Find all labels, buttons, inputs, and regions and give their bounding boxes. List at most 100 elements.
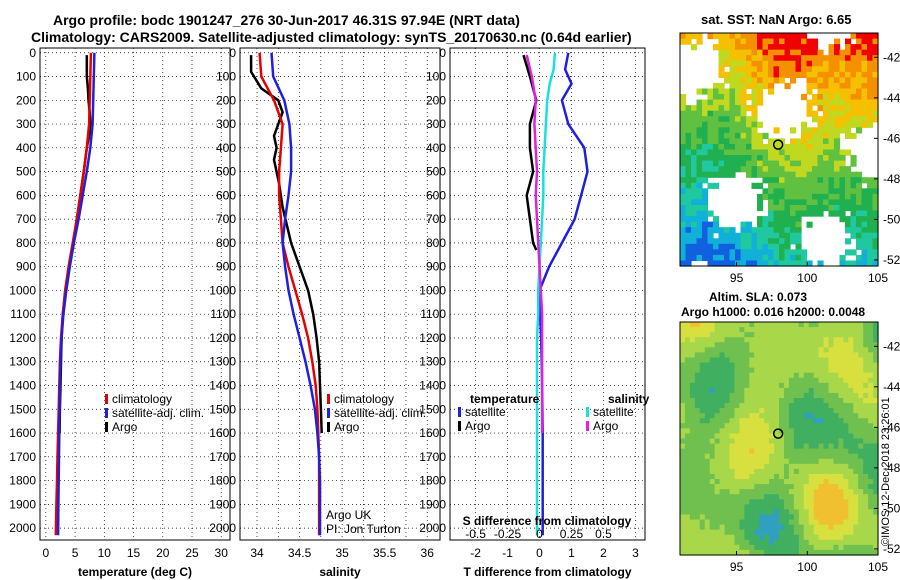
salinity-legend-label: climatology bbox=[334, 392, 394, 406]
difference-xtick: 3 bbox=[632, 546, 639, 560]
difference-ytick: 1800 bbox=[419, 474, 446, 488]
temperature-ytick: 1500 bbox=[9, 402, 36, 416]
sla-map-cells bbox=[680, 322, 879, 556]
difference-xtick2: 0.25 bbox=[560, 527, 584, 541]
salinity-xtick: 35 bbox=[335, 546, 349, 560]
temperature-xtick: 10 bbox=[98, 546, 112, 560]
salinity-ytick: 600 bbox=[216, 188, 236, 202]
sla-map-frame bbox=[679, 321, 879, 556]
salinity-legend-swatch bbox=[327, 422, 330, 432]
temperature-xtick: 0 bbox=[43, 546, 50, 560]
temperature-legend-label: Argo bbox=[112, 420, 138, 434]
sst-map-ytick: -48 bbox=[883, 172, 900, 186]
salinity-xtick: 35.5 bbox=[373, 546, 397, 560]
title-line-2: Climatology: CARS2009. Satellite-adjuste… bbox=[31, 29, 632, 45]
sla-map-argo-marker bbox=[772, 428, 784, 439]
difference-legend-temperature-title: temperature bbox=[470, 392, 540, 406]
sst-map-ytick: -52 bbox=[883, 253, 900, 267]
difference-ytick: 2000 bbox=[419, 521, 446, 535]
difference-legend-label: Argo bbox=[465, 419, 491, 433]
salinity-series-satellite-adj-clim- bbox=[270, 52, 322, 536]
temperature-xlabel: temperature (deg C) bbox=[78, 565, 192, 579]
salinity-legend-label: Argo bbox=[334, 420, 360, 434]
difference-ytick: 100 bbox=[426, 70, 446, 84]
salinity-xlabel: salinity bbox=[319, 565, 361, 579]
temperature-legend-label: satellite-adj. clim. bbox=[112, 406, 204, 420]
sst-map-xtick: 105 bbox=[868, 271, 888, 285]
sst-map-xtick: 100 bbox=[797, 271, 817, 285]
salinity-xtick: 34 bbox=[250, 546, 264, 560]
temperature-xtick: 30 bbox=[215, 546, 229, 560]
temperature-ytick: 600 bbox=[16, 188, 36, 202]
temperature-legend-swatch bbox=[105, 408, 108, 418]
difference-legend-label: satellite bbox=[465, 405, 506, 419]
temperature-legend-swatch bbox=[105, 422, 108, 432]
sst-map-ytick: -44 bbox=[883, 91, 900, 105]
difference-xtick2: -0.5 bbox=[465, 527, 486, 541]
sla-map-ytick: -48 bbox=[883, 461, 900, 475]
difference-xtick: 1 bbox=[568, 546, 575, 560]
difference-ytick: 1500 bbox=[419, 402, 446, 416]
difference-ytick: 1600 bbox=[419, 426, 446, 440]
difference-ytick: 1900 bbox=[419, 497, 446, 511]
temperature-ytick: 900 bbox=[16, 260, 36, 274]
salinity-ytick: 1900 bbox=[209, 497, 236, 511]
difference-legend-salinity-title: salinity bbox=[608, 392, 650, 406]
temperature-ytick: 300 bbox=[16, 117, 36, 131]
difference-series-s-argo bbox=[525, 54, 544, 433]
difference-ytick: 0 bbox=[439, 46, 446, 60]
temperature-ytick: 400 bbox=[16, 141, 36, 155]
temperature-ytick: 1700 bbox=[9, 450, 36, 464]
difference-xtick2: -0.25 bbox=[494, 527, 522, 541]
temperature-xtick: 25 bbox=[185, 546, 199, 560]
difference-legend-swatch bbox=[458, 421, 461, 431]
temperature-series-climatology bbox=[54, 52, 93, 536]
difference-ytick: 1100 bbox=[420, 307, 446, 321]
difference-xtick: -2 bbox=[470, 546, 481, 560]
difference-xtick: 0 bbox=[536, 546, 543, 560]
sla-map-subtitle: Argo h1000: 0.016 h2000: 0.0048 bbox=[681, 305, 866, 319]
salinity-ytick: 1800 bbox=[209, 474, 236, 488]
difference-xlabel2: S difference from climatology bbox=[463, 514, 632, 528]
difference-ytick: 500 bbox=[426, 165, 446, 179]
difference-xtick2: 0.5 bbox=[595, 527, 612, 541]
temperature-ytick: 1000 bbox=[9, 283, 36, 297]
temperature-ytick: 100 bbox=[16, 70, 36, 84]
sla-map-xtick: 105 bbox=[868, 560, 888, 574]
salinity-legend-label: satellite-adj. clim. bbox=[334, 406, 426, 420]
salinity-legend-swatch bbox=[327, 408, 330, 418]
sla-map-ytick: -46 bbox=[883, 420, 900, 434]
salinity-ytick: 300 bbox=[216, 117, 236, 131]
temperature-ytick: 1400 bbox=[9, 379, 36, 393]
temperature-xtick: 20 bbox=[156, 546, 170, 560]
sla-map-ytick: -44 bbox=[883, 380, 900, 394]
temperature-legend-label: climatology bbox=[112, 392, 172, 406]
temperature-ytick: 1100 bbox=[10, 307, 36, 321]
difference-xtick: 2 bbox=[600, 546, 607, 560]
temperature-ytick: 1900 bbox=[9, 497, 36, 511]
difference-ytick: 700 bbox=[426, 212, 446, 226]
salinity-ytick: 800 bbox=[216, 236, 236, 250]
temperature-legend-swatch bbox=[105, 394, 108, 404]
salinity-ytick: 0 bbox=[229, 46, 236, 60]
salinity-ytick: 1100 bbox=[210, 307, 236, 321]
difference-ytick: 1000 bbox=[419, 283, 446, 297]
imos-timestamp: ©IMOS 12-Dec-2018 23:26:01 bbox=[880, 397, 892, 546]
difference-frame bbox=[449, 47, 646, 541]
sst-map-ytick: -46 bbox=[883, 131, 900, 145]
difference-series-t-argo bbox=[522, 54, 538, 251]
temperature-xtick: 15 bbox=[127, 546, 141, 560]
sla-map-xtick: 100 bbox=[797, 560, 817, 574]
difference-legend-swatch bbox=[586, 407, 589, 417]
difference-legend-label: Argo bbox=[593, 419, 619, 433]
salinity-annotation-owner: Argo UK bbox=[326, 508, 371, 522]
temperature-ytick: 1600 bbox=[9, 426, 36, 440]
difference-legend-swatch bbox=[586, 421, 589, 431]
temperature-xtick: 5 bbox=[72, 546, 79, 560]
temperature-ytick: 1300 bbox=[9, 355, 36, 369]
salinity-ytick: 500 bbox=[216, 165, 236, 179]
difference-ytick: 300 bbox=[426, 117, 446, 131]
temperature-ytick: 0 bbox=[29, 46, 36, 60]
sla-map-xtick: 95 bbox=[730, 560, 744, 574]
